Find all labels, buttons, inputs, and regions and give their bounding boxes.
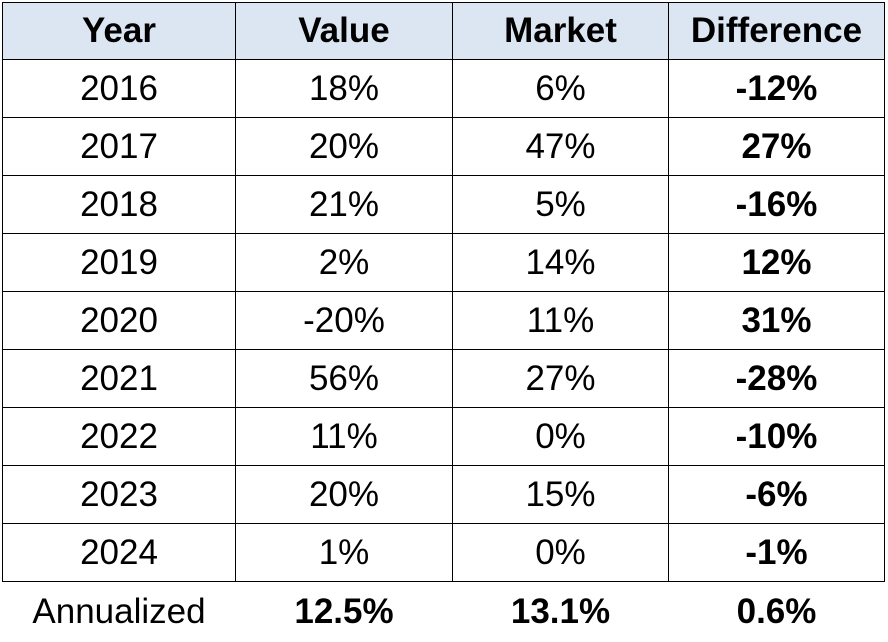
table-row: 2020 -20% 11% 31% xyxy=(2,291,885,350)
table-cell: 2021 xyxy=(2,349,236,408)
table-body: 2016 18% 6% -12% 2017 20% 47% 27% 2018 21% 5% -16% 2… xyxy=(2,59,885,642)
table-cell: 2% xyxy=(235,233,453,292)
table-row: 2016 18% 6% -12% xyxy=(2,59,885,118)
table-cell: 5% xyxy=(452,175,669,234)
table-row: 2017 20% 47% 27% xyxy=(2,117,885,176)
table-cell: 2022 xyxy=(2,407,236,466)
table-cell: 11% xyxy=(235,407,453,466)
table-cell: 2024 xyxy=(2,523,236,582)
table-cell: 2016 xyxy=(2,59,236,118)
table-cell: -1% xyxy=(668,523,885,582)
table-cell: 2020 xyxy=(2,291,236,350)
table-cell: 20% xyxy=(235,465,453,524)
table-cell: 11% xyxy=(452,291,669,350)
summary-cell: 12.5% xyxy=(294,592,394,631)
header-cell: Difference xyxy=(668,2,885,60)
header-row: Year Value Market Difference xyxy=(2,2,885,60)
table-cell: 47% xyxy=(452,117,669,176)
table-cell: 6% xyxy=(452,59,669,118)
summary-row: Annualized 12.5% 13.1% 0.6% xyxy=(3,582,885,642)
table-cell: 1% xyxy=(235,523,453,582)
header-cell: Value xyxy=(235,2,453,60)
header-cell: Year xyxy=(2,2,236,60)
table-row: 2024 1% 0% -1% xyxy=(2,523,885,582)
summary-cell: Annualized xyxy=(32,592,206,631)
table-cell: 2023 xyxy=(2,465,236,524)
table-cell: 21% xyxy=(235,175,453,234)
table-cell: 14% xyxy=(452,233,669,292)
table-row: 2022 11% 0% -10% xyxy=(2,407,885,466)
table-cell: 56% xyxy=(235,349,453,408)
summary-cell: 0.6% xyxy=(736,592,817,631)
table-cell: 31% xyxy=(668,291,885,350)
table-cell: -16% xyxy=(668,175,885,234)
table-cell: 2017 xyxy=(2,117,236,176)
table-cell: 27% xyxy=(668,117,885,176)
table-cell: 0% xyxy=(452,407,669,466)
table-cell: 0% xyxy=(452,523,669,582)
table-cell: -12% xyxy=(668,59,885,118)
summary-cell: 13.1% xyxy=(510,592,611,631)
table-cell: 2019 xyxy=(2,233,236,292)
table-row: 2023 20% 15% -6% xyxy=(2,465,885,524)
table-cell: 2018 xyxy=(2,175,236,234)
table-cell: -6% xyxy=(668,465,885,524)
table-cell: -20% xyxy=(235,291,453,350)
table-cell: 27% xyxy=(452,349,669,408)
table-row: 2021 56% 27% -28% xyxy=(2,349,885,408)
table-cell: 18% xyxy=(235,59,453,118)
table-row: 2019 2% 14% 12% xyxy=(2,233,885,292)
table-cell: 15% xyxy=(452,465,669,524)
table-header: Year Value Market Difference xyxy=(2,2,885,60)
table-row: 2018 21% 5% -16% xyxy=(2,175,885,234)
table-cell: -10% xyxy=(668,407,885,466)
table-cell: -28% xyxy=(668,349,885,408)
table-cell: 20% xyxy=(235,117,453,176)
header-cell: Market xyxy=(452,2,669,60)
table-cell: 12% xyxy=(668,233,885,292)
